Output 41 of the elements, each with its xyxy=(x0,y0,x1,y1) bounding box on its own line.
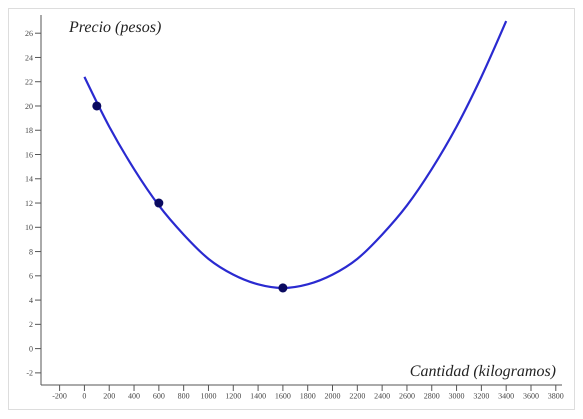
x-tick-label: 1000 xyxy=(200,392,216,401)
y-tick-label: 6 xyxy=(29,272,33,281)
x-tick-label: 200 xyxy=(103,392,116,401)
x-tick-label: 600 xyxy=(152,392,165,401)
y-tick-label: 8 xyxy=(29,247,33,256)
y-tick-label: -2 xyxy=(26,368,33,378)
x-tick-label: 2600 xyxy=(398,392,415,401)
x-tick-label: 3000 xyxy=(448,392,465,401)
point xyxy=(154,198,164,208)
x-tick-label: 0 xyxy=(82,392,86,401)
x-tick-label: 2200 xyxy=(349,392,366,401)
x-tick-label: 2800 xyxy=(424,392,440,401)
x-tick-label: -200 xyxy=(52,392,67,401)
y-tick-label: 24 xyxy=(25,53,33,62)
x-axis-title: Cantidad (kilogramos) xyxy=(410,363,556,381)
y-tick-label: 26 xyxy=(25,29,33,38)
point xyxy=(92,101,102,110)
x-tick-label: 3400 xyxy=(498,392,514,401)
y-tick-label: 20 xyxy=(25,102,33,111)
y-tick-label: 16 xyxy=(25,150,33,160)
point xyxy=(278,283,288,292)
x-tick-label: 3800 xyxy=(548,392,564,401)
y-tick-label: 4 xyxy=(29,296,33,305)
x-tick-label: 2400 xyxy=(374,392,390,401)
y-tick-label: 2 xyxy=(29,320,33,330)
x-tick-label: 2000 xyxy=(324,392,341,401)
x-tick-label: 3600 xyxy=(522,392,539,401)
x-tick-label: 800 xyxy=(178,392,190,401)
y-tick-label: 12 xyxy=(25,198,33,208)
x-tick-label: 400 xyxy=(128,392,140,401)
y-axis-title: Precio (pesos) xyxy=(69,19,162,37)
y-tick-label: 10 xyxy=(25,223,33,232)
x-tick-label: 3200 xyxy=(473,392,490,401)
x-tick-label: 1600 xyxy=(274,392,291,401)
y-tick-label: 0 xyxy=(29,344,33,354)
y-tick-label: 18 xyxy=(25,126,33,136)
x-tick-label: 1200 xyxy=(225,392,242,401)
x-tick-label: 1400 xyxy=(250,392,266,401)
x-tick-label: 1800 xyxy=(300,392,316,401)
y-tick-label: 14 xyxy=(25,174,33,184)
y-tick-label: 22 xyxy=(25,78,33,87)
